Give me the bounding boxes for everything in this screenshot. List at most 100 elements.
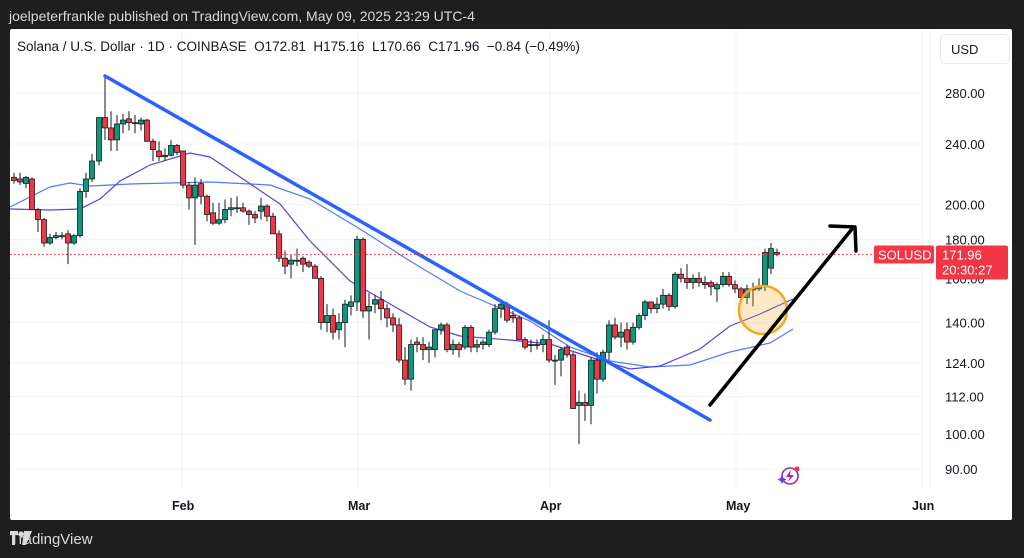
price-axis-label: 140.00: [945, 316, 985, 331]
candle-up: [630, 326, 636, 343]
candle-up: [474, 344, 480, 348]
ma-slow-line: [10, 181, 794, 368]
candle-up: [89, 160, 95, 180]
candle-down: [624, 329, 630, 343]
candle-up: [540, 339, 546, 345]
trend-arrow-shaft[interactable]: [708, 227, 854, 407]
candle-down: [330, 315, 336, 333]
candle-down: [174, 145, 180, 153]
price-tag-countdown: 20:30:27: [942, 262, 993, 277]
candle-down: [29, 178, 35, 210]
candle-up: [59, 235, 65, 238]
time-axis-label: Feb: [172, 499, 195, 513]
candle-down: [264, 205, 270, 217]
footer-brand: TradingView: [10, 531, 93, 548]
highlight-circle[interactable]: [737, 284, 789, 336]
price-axis-label: 280.00: [945, 86, 985, 101]
candle-up: [71, 235, 77, 244]
candle-down: [180, 150, 186, 186]
candle-up: [336, 322, 342, 331]
candle-up: [83, 178, 89, 192]
candle-down: [282, 257, 288, 267]
symbol-title: Solana / U.S. Dollar · 1D · COINBASE: [17, 39, 247, 54]
candle-up: [480, 341, 486, 345]
candle-down: [666, 294, 672, 307]
price-axis-label: 200.00: [945, 197, 985, 212]
trend-arrow-head[interactable]: [828, 224, 858, 253]
candle-up: [762, 252, 768, 288]
candle-down: [276, 233, 282, 259]
sparkle-icon: [777, 475, 787, 484]
candle-up: [588, 359, 594, 406]
candle-up: [216, 219, 222, 224]
candle-up: [498, 303, 504, 310]
candle-down: [378, 299, 384, 310]
candle-up: [714, 284, 720, 290]
candle-up: [162, 154, 168, 158]
candle-up: [288, 259, 294, 265]
candle-up: [228, 207, 234, 210]
candle-up: [53, 235, 59, 238]
candle-down: [35, 209, 41, 221]
price-axis-label: 112.00: [945, 389, 984, 404]
ohlc-low: L170.66: [371, 39, 421, 54]
candle-up: [372, 299, 378, 305]
candle-down: [702, 282, 708, 286]
candle-down: [102, 117, 108, 129]
candle-down: [612, 324, 618, 338]
candle-up: [600, 351, 606, 380]
candle-down: [414, 341, 420, 345]
candle-down: [510, 315, 516, 319]
candle-down: [732, 284, 738, 290]
candle-down: [516, 317, 522, 340]
candle-up: [492, 308, 498, 333]
axis-mask: [935, 494, 1012, 520]
candle-down: [204, 195, 210, 215]
candle-down: [390, 317, 396, 326]
candle-down: [186, 184, 192, 199]
candle-down: [240, 207, 246, 212]
candle-down: [41, 219, 47, 244]
currency-button[interactable]: USD: [940, 34, 1010, 64]
notification-dot: [794, 466, 800, 472]
candle-down: [678, 273, 684, 279]
candle-up: [558, 349, 564, 361]
candle-down: [648, 301, 654, 310]
candle-up: [324, 315, 330, 323]
candle-down: [522, 339, 528, 348]
candle-down: [11, 177, 17, 181]
time-axis-label: Jun: [912, 499, 934, 513]
time-axis-label: Apr: [540, 499, 562, 513]
candle-down: [246, 210, 252, 215]
candle-up: [234, 207, 240, 210]
candle-up: [720, 275, 726, 286]
candle-down: [126, 118, 132, 124]
candle-up: [432, 329, 438, 351]
chart-frame[interactable]: Solana / U.S. Dollar · 1D · COINBASE O17…: [10, 29, 1012, 520]
candle-up: [354, 238, 360, 303]
ma-fast-line: [10, 152, 794, 370]
candle-up: [660, 294, 666, 305]
candle-up: [606, 324, 612, 353]
ohlc-high: H175.16: [313, 39, 365, 54]
ohlc-close: C171.96: [428, 39, 480, 54]
symbol-legend: Solana / U.S. Dollar · 1D · COINBASE O17…: [17, 39, 580, 54]
candle-up: [618, 331, 624, 338]
candle-down: [564, 346, 570, 356]
candle-up: [47, 237, 53, 244]
candle-up: [534, 344, 540, 346]
trendline-descending[interactable]: [103, 74, 712, 422]
candle-up: [462, 326, 468, 348]
candle-down: [546, 339, 552, 361]
price-axis-label: 90.00: [945, 462, 978, 477]
candle-down: [444, 324, 450, 351]
candle-down: [306, 261, 312, 267]
candle-down: [708, 282, 714, 288]
candle-up: [258, 205, 264, 212]
candle-down: [594, 359, 600, 380]
price-chart[interactable]: 280.00240.00200.00180.00160.00140.00124.…: [10, 29, 1012, 520]
published-header: joelpeterfrankle published on TradingVie…: [9, 8, 475, 24]
candle-down: [468, 326, 474, 348]
candle-up: [642, 301, 648, 316]
candle-down: [774, 252, 780, 255]
